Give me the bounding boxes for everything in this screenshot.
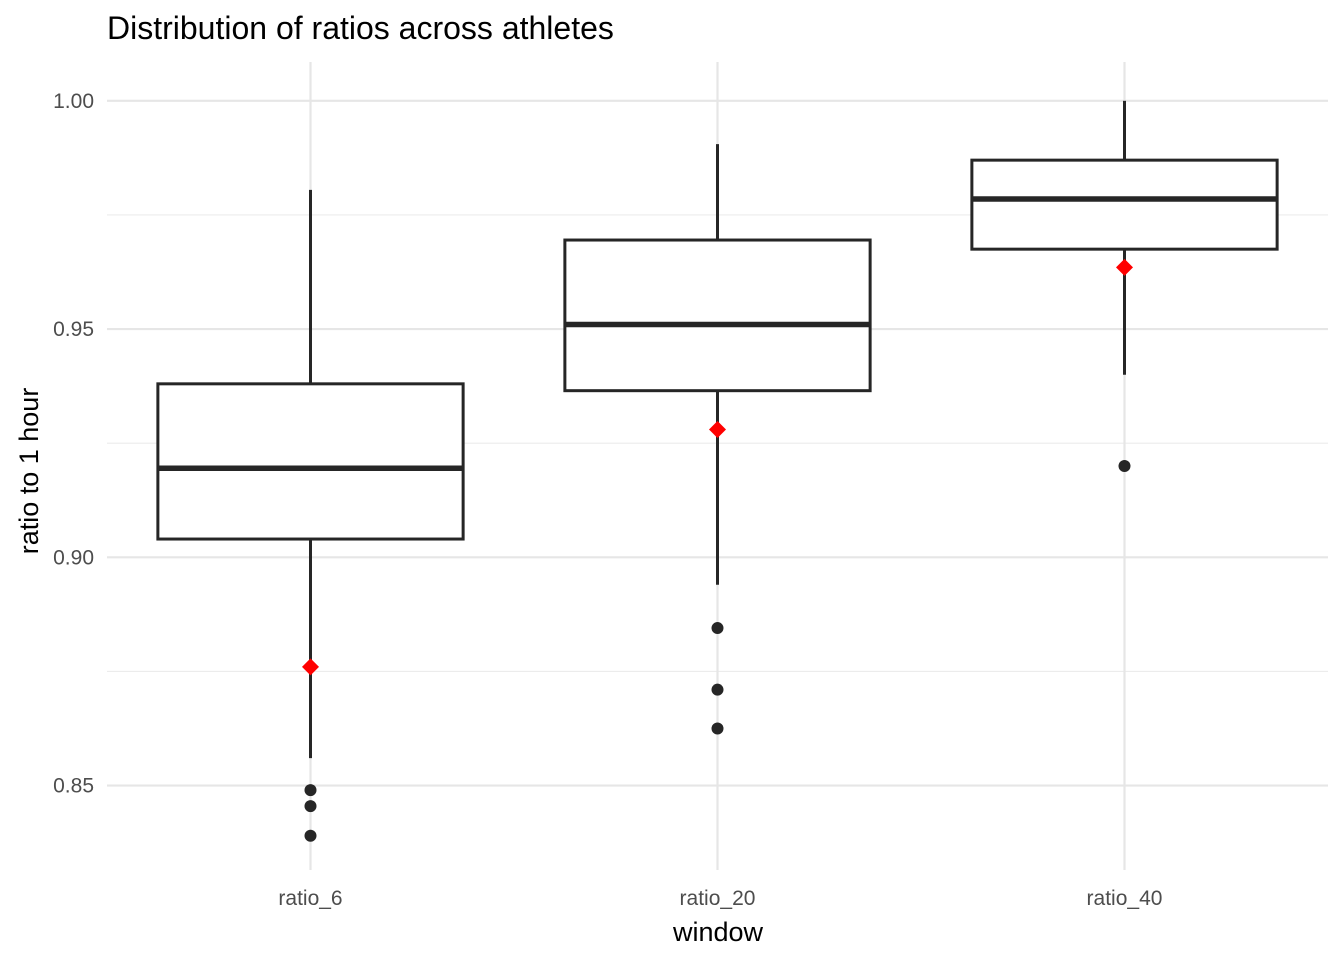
mean-marker xyxy=(302,658,319,676)
boxplot-ratio_6 xyxy=(156,189,465,842)
outlier-point xyxy=(711,722,724,735)
x-tick-label: ratio_20 xyxy=(680,887,756,910)
x-axis: ratio_6 ratio_20 ratio_40 xyxy=(278,887,1162,910)
outlier-point xyxy=(1118,460,1131,472)
outlier-point xyxy=(711,683,724,696)
x-axis-title: window xyxy=(672,917,764,947)
box xyxy=(563,238,872,393)
x-tick-label: ratio_6 xyxy=(278,887,342,910)
y-axis: 0.85 0.90 0.95 1.00 xyxy=(53,90,94,798)
box xyxy=(156,382,465,541)
x-tick-label: ratio_40 xyxy=(1087,887,1163,910)
outlier-point xyxy=(304,784,317,797)
y-tick-label: 0.85 xyxy=(53,775,94,798)
chart-title: Distribution of ratios across athletes xyxy=(107,10,614,46)
boxplot-ratio_40 xyxy=(970,100,1279,472)
outlier-point xyxy=(304,829,317,842)
boxplot-ratio_20 xyxy=(563,144,872,735)
y-tick-label: 1.00 xyxy=(53,90,94,113)
y-axis-title: ratio to 1 hour xyxy=(14,388,44,555)
mean-marker xyxy=(709,420,726,438)
mean-marker xyxy=(1116,258,1133,276)
y-tick-label: 0.90 xyxy=(53,546,94,569)
y-tick-label: 0.95 xyxy=(53,318,94,341)
outlier-point xyxy=(304,800,317,813)
box xyxy=(970,158,1279,251)
outlier-point xyxy=(711,622,724,635)
boxplots xyxy=(156,100,1279,842)
